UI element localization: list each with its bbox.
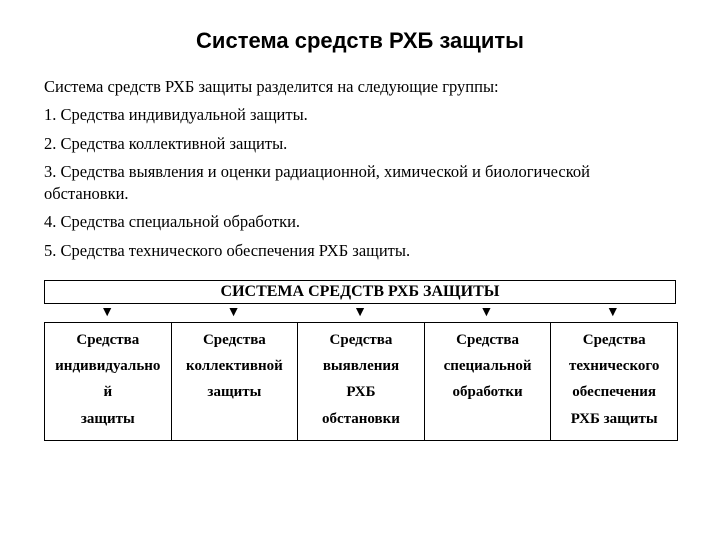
diagram-box: Средства индивидуально й защиты — [45, 323, 172, 440]
list-item: 1. Средства индивидуальной защиты. — [44, 104, 676, 126]
diagram-arrows-row: ▼ ▼ ▼ ▼ ▼ — [44, 306, 676, 320]
diagram-header: СИСТЕМА СРЕДСТВ РХБ ЗАЩИТЫ — [44, 280, 676, 304]
chevron-down-icon: ▼ — [170, 306, 296, 320]
list-item: 2. Средства коллективной защиты. — [44, 133, 676, 155]
intro-text: Система средств РХБ защиты разделится на… — [44, 76, 676, 98]
page-title: Система средств РХБ защиты — [44, 28, 676, 54]
diagram-box: Средства специальной обработки — [425, 323, 552, 440]
list-item: 4. Средства специальной обработки. — [44, 211, 676, 233]
list-item: 5. Средства технического обеспечения РХБ… — [44, 240, 676, 262]
chevron-down-icon: ▼ — [550, 306, 676, 320]
diagram-box: Средства коллективной защиты — [172, 323, 299, 440]
page: Система средств РХБ защиты Система средс… — [0, 0, 720, 540]
diagram-boxes-row: Средства индивидуально й защиты Средства… — [44, 322, 678, 441]
chevron-down-icon: ▼ — [297, 306, 423, 320]
diagram-box: Средства технического обеспечения РХБ за… — [551, 323, 677, 440]
diagram: СИСТЕМА СРЕДСТВ РХБ ЗАЩИТЫ ▼ ▼ ▼ ▼ ▼ Сре… — [44, 280, 676, 441]
chevron-down-icon: ▼ — [44, 306, 170, 320]
list-item: 3. Средства выявления и оценки радиацион… — [44, 161, 676, 206]
diagram-box: Средства выявления РХБ обстановки — [298, 323, 425, 440]
chevron-down-icon: ▼ — [423, 306, 549, 320]
